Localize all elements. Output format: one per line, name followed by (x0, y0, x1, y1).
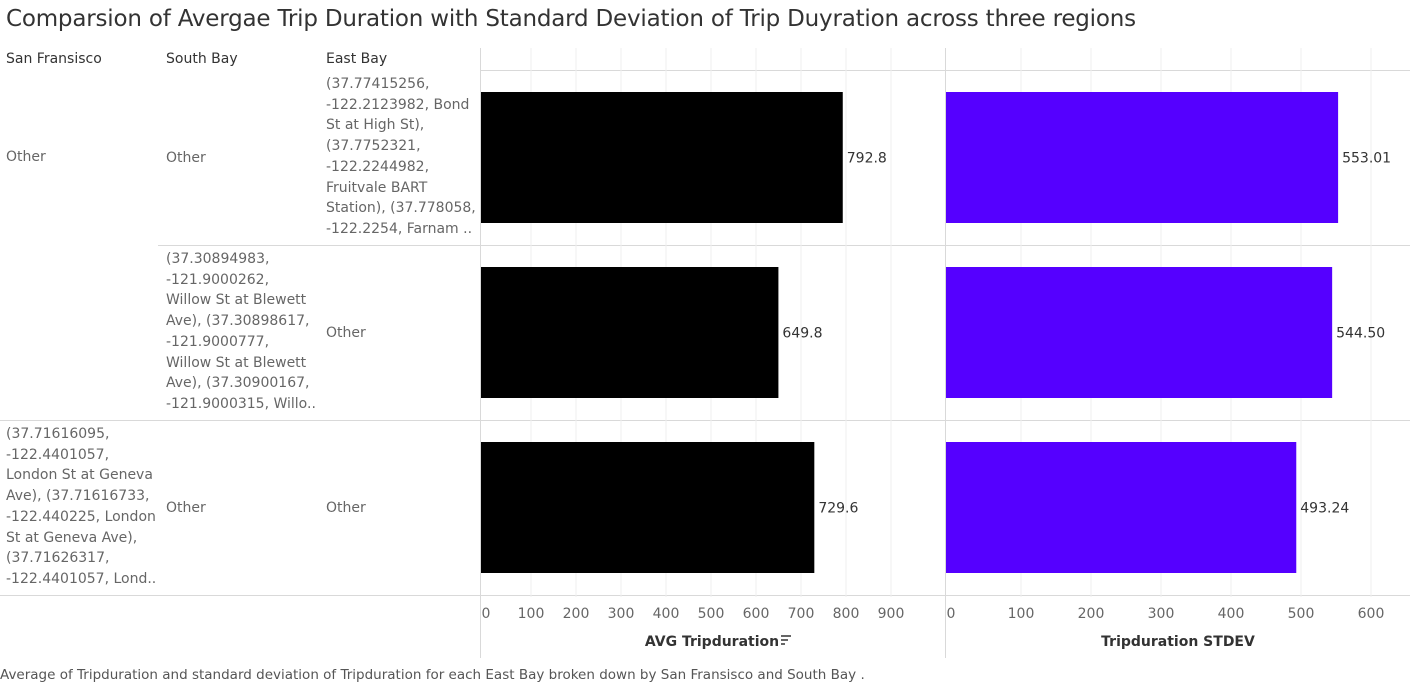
tick-label: 500 (698, 606, 725, 622)
tick-label: 100 (518, 606, 545, 622)
tick-label: 500 (1288, 606, 1315, 622)
chart-caption: Average of Tripduration and standard dev… (0, 667, 865, 683)
header-san-fransisco: San Fransisco (6, 51, 102, 67)
tick-label: 400 (653, 606, 680, 622)
bar-stdev-1[interactable] (946, 92, 1339, 223)
row-divider-1 (158, 245, 1410, 246)
tick-label: 400 (1218, 606, 1245, 622)
data-label: 493.24 (1300, 501, 1349, 517)
row2-east-bay: Other (326, 325, 366, 341)
bar-stdev-2[interactable] (946, 267, 1333, 398)
tick-label: 0 (947, 606, 956, 622)
tick-label: 200 (563, 606, 590, 622)
tick-label: 600 (1358, 606, 1385, 622)
tick-label: 100 (1008, 606, 1035, 622)
tick-label: 300 (608, 606, 635, 622)
sort-descending-icon[interactable] (781, 635, 791, 645)
data-label: 649.8 (782, 326, 822, 342)
bar-avg-3[interactable] (481, 442, 815, 573)
axis-title: Tripduration STDEV (1101, 634, 1255, 650)
tick-label: 300 (1148, 606, 1175, 622)
pane-divider-left (480, 48, 481, 658)
bar-avg-2[interactable] (481, 267, 779, 398)
tick-label: 600 (743, 606, 770, 622)
header-east-bay: East Bay (326, 51, 388, 67)
data-label: 553.01 (1342, 151, 1391, 167)
bar-stdev-3[interactable] (946, 442, 1297, 573)
row-divider-3 (0, 595, 1410, 596)
tick-label: 800 (833, 606, 860, 622)
axis-title: AVG Tripduration (645, 634, 779, 650)
tick-label: 0 (482, 606, 491, 622)
bar-avg-1[interactable] (481, 92, 843, 223)
data-label: 544.50 (1336, 326, 1385, 342)
tick-label: 700 (788, 606, 815, 622)
tick-label: 900 (878, 606, 905, 622)
row-divider-2 (0, 420, 1410, 421)
row1-east-bay: (37.77415256, -122.2123982, Bond St at H… (326, 76, 476, 237)
row1-san-fransisco: Other (6, 149, 46, 165)
row1-south-bay: Other (166, 150, 206, 166)
row3-south-bay: Other (166, 500, 206, 516)
header-south-bay: South Bay (166, 51, 238, 67)
tick-label: 200 (1078, 606, 1105, 622)
pane-divider-mid (945, 48, 946, 658)
chart-title: Comparsion of Avergae Trip Duration with… (6, 6, 1136, 32)
row3-san-fransisco: (37.71616095, -122.4401057, London St at… (6, 426, 157, 587)
row2-south-bay: (37.30894983, -121.9000262, Willow St at… (166, 251, 316, 412)
data-label: 792.8 (847, 151, 887, 167)
row3-east-bay: Other (326, 500, 366, 516)
data-label: 729.6 (818, 501, 858, 517)
